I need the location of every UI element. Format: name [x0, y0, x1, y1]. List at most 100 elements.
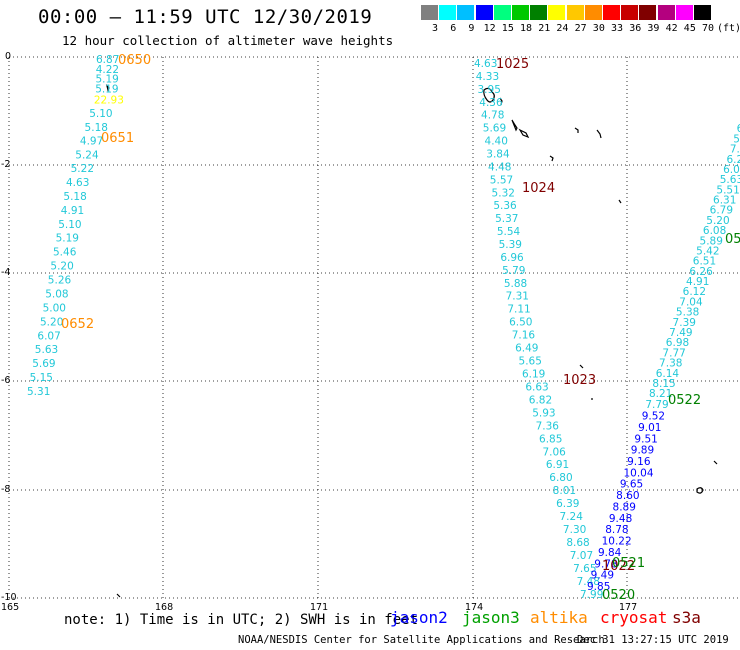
time-label: 1023 — [563, 373, 596, 388]
scale-label: 15 — [501, 23, 514, 34]
longitude-label: 168 — [155, 602, 174, 613]
wave-height-value: 4.63 — [474, 58, 497, 70]
wave-height-value: 5.46 — [53, 247, 77, 259]
wave-height-value: 5.39 — [499, 239, 522, 251]
wave-height-value: 5.79 — [502, 265, 525, 277]
wave-height-value: 9.48 — [609, 513, 632, 525]
time-label: 0651 — [101, 131, 134, 146]
wave-height-value: 5.08 — [45, 288, 68, 300]
wave-height-value: 5.63 — [720, 174, 740, 186]
wave-height-value: 4.33 — [476, 71, 499, 83]
wave-height-value: 6.80 — [549, 472, 572, 484]
wave-height-value: 5.15 — [30, 372, 53, 384]
wave-height-value: 6.96 — [500, 252, 524, 264]
scale-label: 21 — [538, 23, 551, 34]
satellite-cryosat: cryosat — [600, 608, 668, 627]
island-shape — [518, 128, 530, 139]
wave-height-value: 5.69 — [483, 123, 506, 135]
wave-height-value: 6.14 — [656, 368, 680, 380]
time-label: 0521 — [612, 556, 645, 571]
scale-swatch — [548, 5, 566, 20]
wave-height-value: 9.89 — [631, 445, 654, 457]
scale-swatch — [421, 5, 438, 20]
wave-height-value: 4.91 — [61, 205, 84, 217]
wave-height-value: 4.91 — [686, 276, 709, 288]
satellite-jason3: jason3 — [462, 608, 520, 627]
wave-height-value: 5.54 — [497, 226, 521, 238]
scale-swatch — [530, 5, 548, 20]
wave-height-value: 8.01 — [553, 485, 576, 497]
wave-height-value: 7.77 — [662, 347, 685, 359]
latitude-label: -10 — [1, 592, 17, 603]
wave-height-value: 6.87 — [96, 54, 119, 66]
wave-height-value: 6.12 — [683, 286, 706, 298]
longitude-label: 177 — [619, 602, 638, 613]
island-shape — [116, 593, 121, 598]
scale-label: 39 — [647, 23, 660, 34]
wave-height-value: 10.04 — [623, 467, 653, 479]
scale-label: 70 — [702, 23, 715, 34]
time-label: 0522 — [668, 393, 701, 408]
wave-height-value: 7.48 — [577, 576, 600, 588]
wave-height-value: 10.22 — [602, 536, 632, 548]
scale-swatch — [584, 5, 602, 20]
scale-swatch — [639, 5, 657, 20]
wave-height-value: 7.99 — [580, 589, 603, 601]
time-label: 0520 — [602, 588, 635, 603]
scale-label: 3 — [432, 23, 439, 34]
wave-height-value: 6.07 — [37, 330, 60, 342]
time-label: 1024 — [522, 181, 555, 196]
scale-swatch — [675, 5, 693, 20]
wave-height-value: 5.10 — [58, 219, 81, 231]
satellite-s3a: s3a — [672, 608, 701, 627]
scale-swatch — [457, 5, 475, 20]
latitude-label: 0 — [5, 51, 12, 62]
satellite-altika: altika — [530, 608, 588, 627]
wave-height-value: 5.31 — [27, 386, 50, 398]
island-shape — [596, 129, 602, 139]
latitude-label: -2 — [1, 159, 11, 170]
wave-height-value: 6.26 — [689, 266, 713, 278]
time-label: 05 — [725, 232, 740, 247]
longitude-label: 165 — [1, 602, 20, 613]
wave-height-value: 9.85 — [587, 581, 610, 593]
wave-height-value: 5.20 — [706, 215, 729, 227]
island-shape — [549, 155, 554, 162]
latitude-label: -6 — [1, 375, 11, 386]
latitude-label: -8 — [1, 484, 11, 495]
note-text: note: 1) Time is in UTC; 2) SWH is in fe… — [64, 612, 419, 628]
island-shape — [579, 364, 584, 369]
island-outlines — [105, 84, 718, 598]
wave-height-value: 8.89 — [613, 501, 636, 513]
island-shape — [618, 199, 622, 204]
wave-height-value: 7.06 — [542, 446, 566, 458]
wave-height-value: 9.84 — [598, 547, 622, 559]
wave-height-value: 5.36 — [493, 200, 517, 212]
wave-height-value: 7.36 — [536, 420, 560, 432]
island-shape — [511, 119, 518, 132]
wave-height-value: 6.04 — [723, 164, 740, 176]
island-shape — [574, 127, 579, 133]
wave-height-value: 3.84 — [486, 148, 510, 160]
wave-height-value: 5.24 — [75, 149, 99, 161]
island-shape — [483, 87, 495, 103]
wave-height-value: 4.63 — [66, 177, 89, 189]
scale-label: 9 — [468, 23, 475, 34]
footer-timestamp: Dec 31 13:27:15 UTC 2019 — [577, 634, 729, 646]
time-label: 0650 — [118, 53, 151, 68]
scale-swatch — [657, 5, 675, 20]
scale-swatch — [621, 5, 639, 20]
wave-height-value: 7.65 — [573, 563, 596, 575]
wave-height-value: 7.30 — [563, 524, 586, 536]
wave-height-value: 5.69 — [32, 358, 55, 370]
time-label: 1022 — [602, 559, 635, 574]
wave-height-value: 6.51 — [693, 256, 716, 268]
wave-height-value: 6.08 — [703, 225, 726, 237]
wave-height-value: 9.51 — [634, 433, 657, 445]
longitude-label: 174 — [465, 602, 484, 613]
wave-height-value: 5.19 — [95, 74, 118, 86]
scale-swatch — [475, 5, 493, 20]
wave-height-value: 6.26 — [727, 154, 740, 166]
wave-height-value: 6.49 — [515, 342, 538, 354]
